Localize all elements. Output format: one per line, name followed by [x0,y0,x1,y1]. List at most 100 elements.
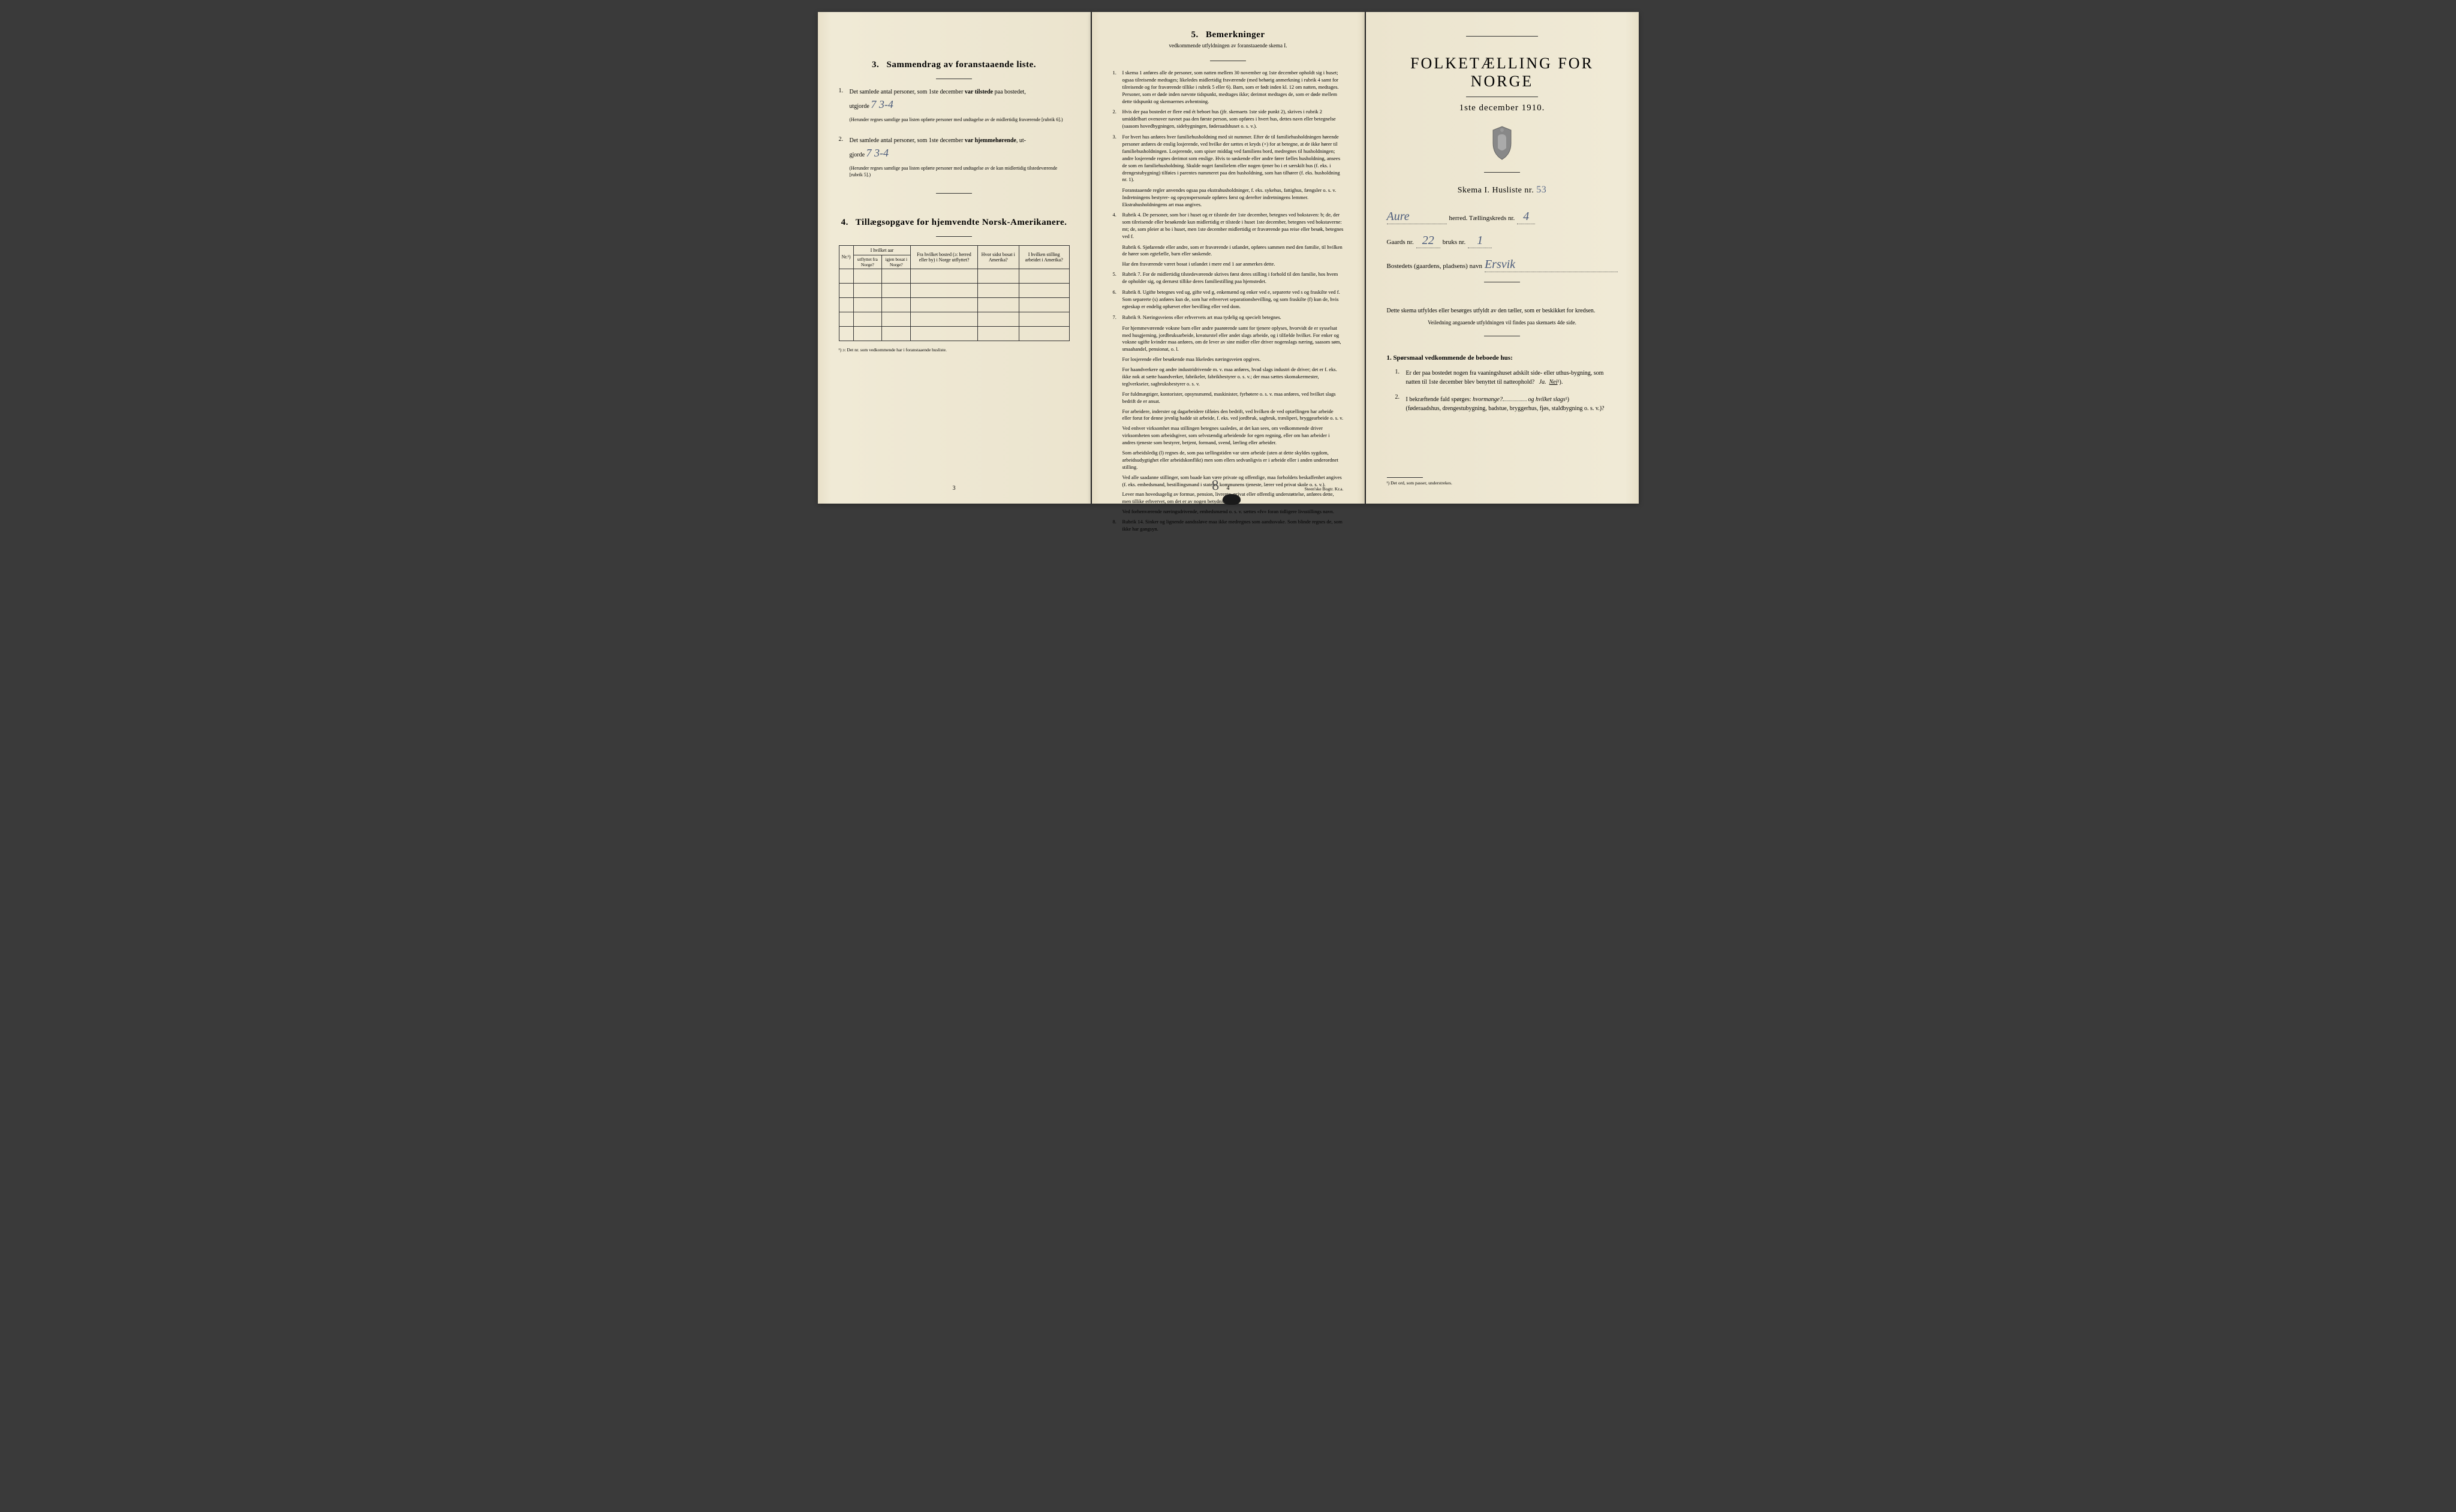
remark-8: 8. Rubrik 14. Sinker og lignende aandssl… [1113,519,1344,533]
divider [936,193,972,194]
text: Rubrik 4. De personer, som bor i huset o… [1122,212,1344,240]
table-row [839,326,1069,341]
footnote-rule [1387,477,1423,478]
th-utflyttet: utflyttet fra Norge? [853,255,882,269]
question-1: 1. Er der paa bostedet nogen fra vaaning… [1395,369,1618,387]
remark-2: 2. Hvis der paa bostedet er flere end ét… [1113,109,1344,130]
th-igjen: igjen bosat i Norge? [882,255,911,269]
table-row [839,297,1069,312]
qnum: 2. [1395,394,1406,413]
text: Det samlede antal personer, som 1ste dec… [850,89,965,95]
blank-line [1503,394,1527,401]
skema-line: Skema I. Husliste nr. 53 [1387,185,1618,195]
section-3-title-text: Sammendrag av foranstaaende liste. [887,60,1037,70]
remark-7: 7. Rubrik 9. Næringsveiens eller erhverv… [1113,314,1344,321]
th-bosted: Fra hvilket bosted (ɔ: herred eller by) … [911,245,977,269]
handwritten-gaards-nr: 22 [1416,234,1440,248]
handwritten-husliste-nr: 53 [1536,185,1546,195]
text: I skema 1 anføres alle de personer, som … [1122,70,1344,105]
section-4: 4. Tillægsopgave for hjemvendte Norsk-Am… [839,218,1070,353]
page-left: 3. Sammendrag av foranstaaende liste. 1.… [818,12,1091,504]
table-head: Nr.¹) I hvilket aar Fra hvilket bosted (… [839,245,1069,269]
instruction-block: Dette skema utfyldes eller besørges utfy… [1387,306,1618,327]
text: paa bostedet, [993,89,1026,95]
num: 1. [1113,70,1122,105]
gaards-line: Gaards nr. 22 bruks nr. 1 [1387,234,1618,248]
text: Rubrik 9. Næringsveiens eller erhvervets… [1122,314,1344,321]
item-num: 2. [839,136,850,184]
num: 8. [1113,519,1122,533]
qnum: 1. [1387,354,1392,362]
remark-1: 1. I skema 1 anføres alle de personer, s… [1113,70,1344,105]
rubrik-9-para: Ved forhenværende næringsdrivende, embed… [1122,508,1344,516]
herred-line: Aure herred. Tællingskreds nr. 4 [1387,210,1618,224]
qtitle-text: Spørsmaal vedkommende de beboede hus: [1393,354,1513,362]
instruction-text: Dette skema utfyldes eller besørges utfy… [1387,306,1618,315]
section-5-num: 5. [1191,30,1199,40]
sup: ¹). [1558,379,1563,385]
text: For hvert hus anføres hver familiehushol… [1122,134,1344,183]
remark-5: 5. Rubrik 7. For de midlertidig tilstede… [1113,271,1344,285]
rubrik-9-para: For hjemmeværende voksne barn eller andr… [1122,325,1344,354]
section-3: 3. Sammendrag av foranstaaende liste. 1.… [839,60,1070,185]
rule [1466,36,1538,37]
ja: Ja. [1539,379,1546,385]
section-4-num: 4. [841,218,848,227]
handwritten-herred: Aure [1387,210,1447,224]
th-sidst: Hvor sidst bosat i Amerika? [977,245,1019,269]
divider [936,236,972,237]
section-3-title: 3. Sammendrag av foranstaaende liste. [839,60,1070,70]
main-title: FOLKETÆLLING FOR NORGE [1387,55,1618,91]
section-3-num: 3. [872,60,879,70]
item-2: 2. Det samlede antal personer, som 1ste … [839,136,1070,184]
remark-4: 4. Rubrik 4. De personer, som bor i huse… [1113,212,1344,240]
section-4-title: 4. Tillægsopgave for hjemvendte Norsk-Am… [839,218,1070,228]
num: 2. [1113,109,1122,130]
text: Er der paa bostedet nogen fra vaaningshu… [1406,370,1604,385]
num: 4. [1113,212,1122,240]
question-2: 2. I bekræftende fald spørges: hvormange… [1395,394,1618,413]
nei-underlined: Nei [1549,379,1558,385]
rubrik-9-para: Som arbeidsledig (l) regnes de, som paa … [1122,450,1344,471]
handwritten-value: 7 3-4 [866,147,889,159]
page-right: FOLKETÆLLING FOR NORGE 1ste december 191… [1366,12,1639,504]
text-bold: var hjemmehørende [965,137,1016,144]
remark-3: 3. For hvert hus anføres hver familiehus… [1113,134,1344,183]
text-italic: og hvilket slags [1527,396,1566,403]
table-row [839,312,1069,326]
rubrik-9-para: For haandverkere og andre industridriven… [1122,366,1344,388]
divider [1484,172,1520,173]
handwritten-bosted: Ersvik [1485,258,1618,272]
item-1: 1. Det samlede antal personer, som 1ste … [839,88,1070,129]
note: (Herunder regnes samtlige paa listen opf… [850,165,1070,178]
page-number: 4 [1227,485,1230,492]
question-section: 1. Spørsmaal vedkommende de beboede hus:… [1387,354,1618,413]
remarks-list: 1. I skema 1 anføres alle de personer, s… [1113,70,1344,533]
bosted-line: Bostedets (gaardens, pladsens) navn Ersv… [1387,258,1618,272]
handwritten-value: 7 3-4 [871,98,893,110]
footnote: ¹) ɔ: Det nr. som vedkommende har i fora… [839,347,1070,353]
page-number: 3 [953,485,956,492]
text: utgjorde [850,103,869,110]
item-content: Det samlede antal personer, som 1ste dec… [850,136,1070,184]
para: Foranstaaende regler anvendes ogsaa paa … [1122,187,1344,209]
table-row [839,283,1069,297]
th-stilling: I hvilken stilling arbeidet i Amerika? [1019,245,1069,269]
handwritten-kreds: 4 [1517,210,1535,224]
num: 3. [1113,134,1122,183]
table-body [839,269,1069,341]
text: , ut- [1016,137,1026,144]
ink-blot [1223,494,1241,505]
document-trifold: 3. Sammendrag av foranstaaende liste. 1.… [818,12,1639,504]
footnote: ¹) Det ord, som passer, understrekes. [1387,477,1452,486]
text-bold: var tilstede [965,89,993,95]
label: Gaards nr. [1387,239,1414,246]
item-content: Det samlede antal personer, som 1ste dec… [850,88,1070,129]
handwritten-bruks-nr: 1 [1468,234,1492,248]
section-5-title: 5. Bemerkninger [1113,30,1344,40]
label: Skema I. Husliste nr. [1458,186,1534,195]
main-date: 1ste december 1910. [1387,103,1618,113]
label: Bostedets (gaardens, pladsens) navn [1387,263,1482,270]
rubrik-9-para: Ved enhver virksomhet maa stillingen bet… [1122,425,1344,447]
question-title: 1. Spørsmaal vedkommende de beboede hus: [1387,354,1618,362]
